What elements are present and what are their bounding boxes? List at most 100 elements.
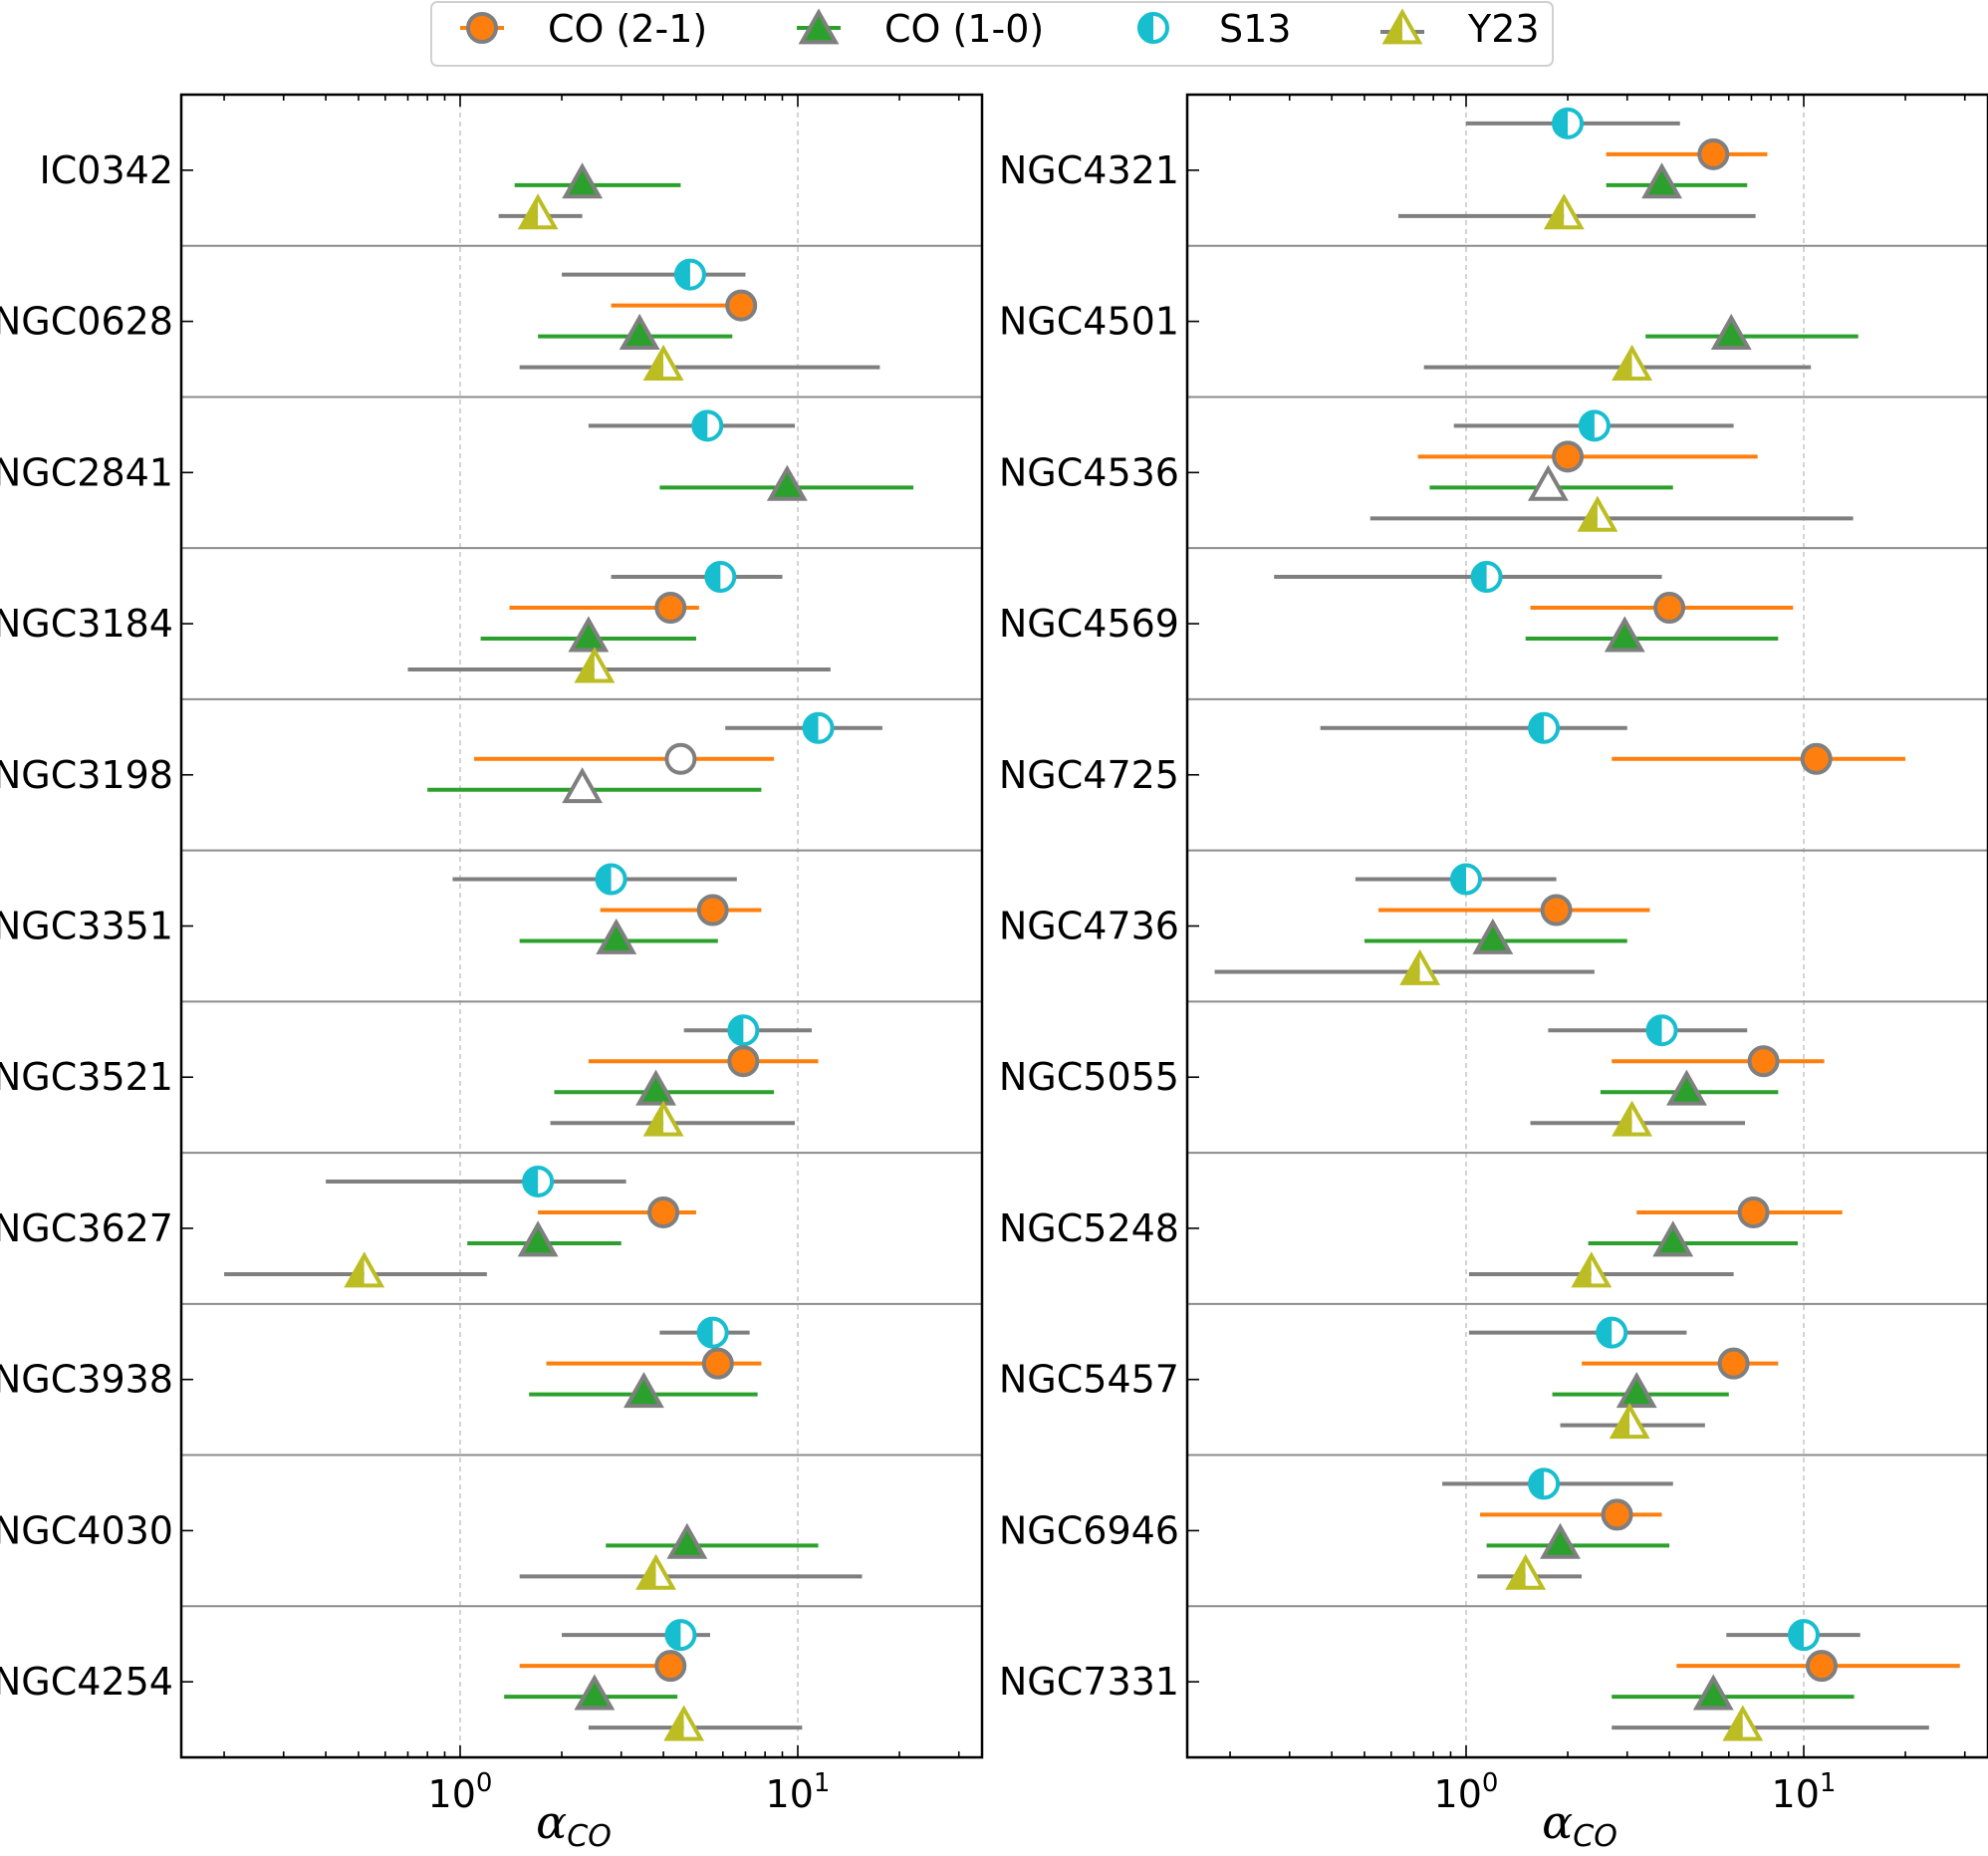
legend-frame xyxy=(430,1,1554,67)
galaxy-group xyxy=(1397,107,1768,230)
y23-marker-edge xyxy=(1612,344,1653,381)
x-axis-label-subscript: CO xyxy=(567,1819,612,1854)
co21-marker xyxy=(1540,894,1573,927)
panel-right: 100 101NGC4321NGC4501NGC4536NGC4569NGC472… xyxy=(999,93,1988,1854)
galaxy-label: NGC5248 xyxy=(999,1206,1179,1250)
y23-marker xyxy=(1577,495,1618,532)
s13-marker-ring xyxy=(1578,409,1611,442)
s13-marker xyxy=(1596,1316,1628,1349)
s13-marker-ring xyxy=(727,1014,760,1047)
galaxy-group xyxy=(224,1165,696,1288)
y23-marker-edge xyxy=(1722,1705,1764,1741)
legend: CO (2-1) CO (1-0) S13 Y23 xyxy=(430,1,1554,67)
x-tick-base: 10 xyxy=(766,1772,814,1816)
galaxy-label: NGC0628 xyxy=(0,300,173,344)
x-tick-base: 10 xyxy=(1434,1772,1482,1816)
galaxy-group xyxy=(504,1619,803,1741)
co21-marker xyxy=(725,289,758,322)
s13-marker xyxy=(696,1316,729,1349)
galaxy-group xyxy=(1274,561,1794,653)
y23-marker xyxy=(574,647,616,683)
co21-marker xyxy=(1653,592,1686,625)
galaxy-group xyxy=(1468,1195,1843,1288)
y23-marker xyxy=(1612,344,1653,381)
s13-marker-ring xyxy=(673,258,706,291)
y23-marker xyxy=(1399,948,1441,985)
y23-marker-edge xyxy=(663,1705,705,1741)
s13-marker-ring xyxy=(802,711,835,744)
y23-marker xyxy=(642,1100,684,1137)
co21-marker xyxy=(654,592,687,625)
y23-marker xyxy=(663,1705,705,1741)
co21-marker xyxy=(1601,1498,1633,1531)
y23-marker-edge xyxy=(1577,495,1618,532)
co10-marker xyxy=(574,1674,616,1711)
x-tick-exponent: 1 xyxy=(814,1768,831,1798)
y23-marker xyxy=(1543,193,1585,230)
x-tick-label: 101 xyxy=(1772,1768,1837,1816)
x-tick-label: 101 xyxy=(766,1768,831,1816)
co21-marker xyxy=(664,742,697,775)
co21-marker xyxy=(654,1650,687,1683)
x-axis-label-subscript: CO xyxy=(1573,1819,1617,1854)
legend-entry-s13: S13 xyxy=(1137,7,1291,51)
legend-y23-marker xyxy=(1381,8,1423,45)
co10-marker xyxy=(1472,918,1514,954)
galaxy-label: NGC4725 xyxy=(999,753,1179,797)
x-tick-exponent: 0 xyxy=(476,1768,493,1798)
y23-marker-edge xyxy=(1609,1403,1650,1440)
s13-marker xyxy=(664,1619,697,1652)
legend-co10-marker xyxy=(798,8,840,45)
x-tick-label: 100 xyxy=(428,1768,493,1816)
y23-marker xyxy=(1609,1403,1650,1440)
galaxy-group xyxy=(427,711,882,804)
galaxy-label: NGC5457 xyxy=(999,1358,1179,1402)
galaxy-label: NGC4569 xyxy=(999,602,1179,646)
x-axis-label-symbol: α xyxy=(1542,1795,1573,1849)
y23-marker xyxy=(635,1553,676,1590)
s13-marker xyxy=(1528,711,1561,744)
co21-marker xyxy=(647,1195,680,1228)
galaxy-group xyxy=(1320,711,1906,775)
galaxy-group xyxy=(1442,1467,1673,1590)
s13-marker xyxy=(1645,1014,1678,1047)
co10-marker xyxy=(619,313,660,350)
co21-marker xyxy=(1717,1347,1750,1380)
s13-marker-ring xyxy=(704,561,737,594)
s13-marker xyxy=(1528,1467,1561,1500)
co21-marker xyxy=(727,1045,760,1078)
panel-marks xyxy=(1214,107,1960,1741)
galaxy-label: NGC2841 xyxy=(0,450,173,494)
galaxy-group xyxy=(1468,1316,1779,1440)
y23-marker-edge xyxy=(1571,1251,1613,1288)
co10-marker xyxy=(562,162,604,199)
s13-marker-ring xyxy=(1596,1316,1628,1349)
s13-marker-ring xyxy=(664,1619,697,1652)
galaxy-group xyxy=(1214,863,1650,985)
legend-s13-marker xyxy=(1137,12,1169,44)
galaxy-label: NGC5055 xyxy=(999,1055,1179,1099)
y23-marker-edge xyxy=(344,1251,385,1288)
x-axis-label: αCO xyxy=(536,1795,612,1854)
legend-label-co10: CO (1-0) xyxy=(884,7,1044,51)
galaxy-group xyxy=(452,863,762,954)
co10-marker xyxy=(568,616,610,653)
y23-marker-edge xyxy=(642,344,684,381)
co21-marker xyxy=(696,894,729,927)
co10-marker xyxy=(562,767,604,804)
y23-marker-edge xyxy=(517,193,559,230)
co21-marker xyxy=(1747,1045,1780,1078)
s13-marker-ring xyxy=(1450,863,1482,896)
panel-frame xyxy=(179,93,984,1759)
galaxy-label: NGC3351 xyxy=(0,905,173,948)
legend-entry-co21: CO (2-1) xyxy=(460,7,707,51)
s13-marker xyxy=(1470,561,1503,594)
s13-marker xyxy=(522,1165,555,1197)
co10-marker xyxy=(596,918,637,954)
legend-entry-co10: CO (1-0) xyxy=(797,7,1044,51)
x-tick-exponent: 0 xyxy=(1482,1768,1499,1798)
y23-marker-edge xyxy=(635,1553,676,1590)
s13-marker-ring xyxy=(1528,1467,1561,1500)
y23-marker xyxy=(1571,1251,1613,1288)
s13-marker-ring xyxy=(595,863,627,896)
